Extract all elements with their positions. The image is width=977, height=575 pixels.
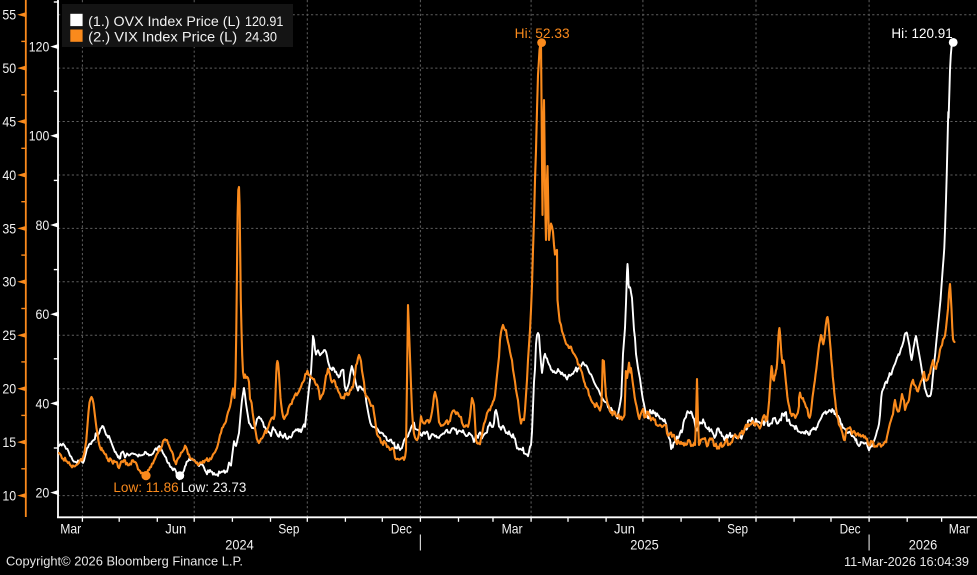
svg-text:60: 60 <box>36 306 50 322</box>
svg-text:10: 10 <box>2 488 16 504</box>
svg-text:11-Mar-2026 16:04:39: 11-Mar-2026 16:04:39 <box>844 554 969 569</box>
svg-text:Dec: Dec <box>840 521 861 537</box>
svg-text:2026: 2026 <box>909 537 938 553</box>
svg-text:Hi: 120.91: Hi: 120.91 <box>891 26 952 41</box>
svg-text:Hi: 52.33: Hi: 52.33 <box>515 26 570 41</box>
svg-text:24.30: 24.30 <box>245 30 277 45</box>
svg-text:Mar: Mar <box>949 521 970 537</box>
svg-text:50: 50 <box>2 60 16 76</box>
svg-text:120.91: 120.91 <box>245 14 283 29</box>
svg-text:40: 40 <box>36 395 50 411</box>
svg-text:30: 30 <box>2 274 16 290</box>
svg-text:100: 100 <box>29 128 50 144</box>
svg-text:Copyright© 2026 Bloomberg Fina: Copyright© 2026 Bloomberg Finance L.P. <box>6 554 243 569</box>
svg-text:40: 40 <box>2 167 16 183</box>
svg-text:Dec: Dec <box>391 521 412 537</box>
svg-text:80: 80 <box>36 217 50 233</box>
svg-text:Mar: Mar <box>60 521 81 537</box>
svg-text:15: 15 <box>2 434 16 450</box>
svg-text:(2.) VIX Index Price (L): (2.) VIX Index Price (L) <box>88 30 237 45</box>
svg-text:Low: 11.86: Low: 11.86 <box>113 479 178 495</box>
svg-text:20: 20 <box>2 381 16 397</box>
svg-text:45: 45 <box>2 113 16 129</box>
svg-text:2025: 2025 <box>630 537 659 553</box>
svg-text:20: 20 <box>36 485 50 501</box>
svg-text:120: 120 <box>29 39 50 55</box>
svg-text:Jun: Jun <box>165 521 186 537</box>
svg-text:(1.) OVX Index Price (L): (1.) OVX Index Price (L) <box>88 14 240 29</box>
svg-text:2024: 2024 <box>225 537 254 553</box>
svg-text:Low: 23.73: Low: 23.73 <box>181 479 247 495</box>
svg-text:Mar: Mar <box>502 521 523 537</box>
svg-text:Sep: Sep <box>278 521 299 537</box>
svg-text:35: 35 <box>2 220 16 236</box>
svg-text:25: 25 <box>2 327 16 343</box>
svg-text:Sep: Sep <box>727 521 748 537</box>
svg-text:Jun: Jun <box>614 521 635 537</box>
svg-text:55: 55 <box>2 7 16 23</box>
